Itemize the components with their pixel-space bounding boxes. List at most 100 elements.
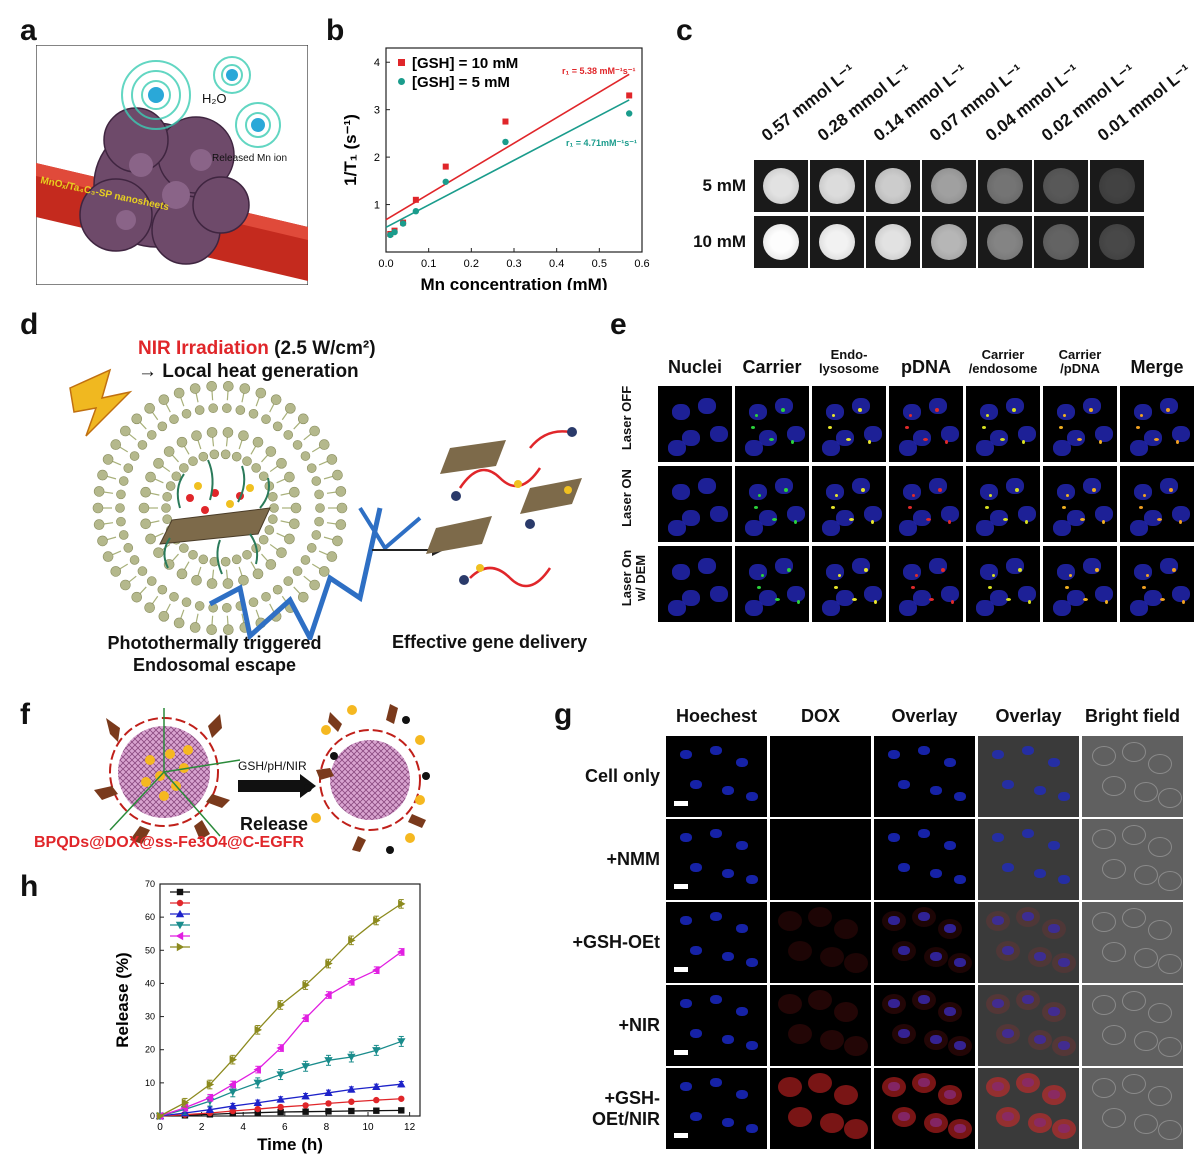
nucleus bbox=[941, 506, 959, 522]
nucleus bbox=[1160, 398, 1178, 414]
dox-signal bbox=[1016, 907, 1040, 927]
nucleus bbox=[1034, 869, 1046, 878]
dox-signal bbox=[924, 1030, 948, 1050]
nucleus bbox=[710, 586, 728, 602]
lipid-head bbox=[173, 387, 185, 399]
lipid-head bbox=[311, 476, 322, 486]
lipid-head bbox=[102, 454, 114, 465]
chart-b-ytick-label: 2 bbox=[374, 152, 380, 164]
dox-signal bbox=[820, 1030, 844, 1050]
chart-b-xtick-label: 0.1 bbox=[421, 258, 436, 270]
chart-h-point bbox=[254, 1025, 262, 1035]
chart-b-ylabel: 1/T₁ (s⁻¹) bbox=[341, 114, 360, 186]
dox-signal bbox=[938, 919, 962, 939]
dox-signal bbox=[1052, 1119, 1076, 1139]
caption-gene-delivery: Effective gene delivery bbox=[392, 632, 588, 652]
chart-h-point bbox=[373, 1107, 380, 1114]
lipid-head bbox=[162, 514, 172, 525]
phantom-signal bbox=[875, 168, 911, 204]
chart-b-point bbox=[442, 163, 449, 170]
dox-signal bbox=[996, 1024, 1020, 1044]
lipid-head bbox=[118, 476, 129, 486]
nucleus bbox=[775, 558, 793, 574]
chart-h-point bbox=[302, 980, 310, 990]
lipid-head bbox=[309, 579, 320, 591]
chart-h-point bbox=[176, 899, 184, 907]
dox-signal bbox=[912, 907, 936, 927]
signal-speck bbox=[915, 574, 918, 577]
release-label: Release bbox=[240, 814, 308, 834]
phantom-signal bbox=[987, 168, 1023, 204]
signal-speck bbox=[846, 438, 851, 441]
lipid-head bbox=[248, 597, 259, 608]
chart-h-point bbox=[398, 899, 406, 909]
nucleus bbox=[722, 869, 734, 878]
signal-speck bbox=[1012, 408, 1016, 412]
nucleus bbox=[903, 564, 921, 580]
dox-signal bbox=[1042, 1002, 1066, 1022]
panel-letter-d: d bbox=[20, 308, 39, 341]
lipid-head bbox=[165, 481, 176, 491]
lipid-head bbox=[129, 451, 140, 461]
nucleus bbox=[1144, 590, 1162, 606]
lipid-head bbox=[283, 430, 294, 440]
lipid-head bbox=[222, 602, 232, 613]
phantom-well bbox=[922, 160, 976, 212]
chart-b-legend-marker bbox=[398, 78, 405, 85]
chart-b-point bbox=[399, 220, 407, 227]
lipid-head bbox=[252, 436, 264, 448]
signal-speck bbox=[941, 568, 945, 572]
nucleus bbox=[682, 430, 700, 446]
chart-h-ytick-label: 50 bbox=[145, 945, 155, 955]
chart-b-fit-line bbox=[385, 99, 630, 229]
nucleus bbox=[1002, 780, 1014, 789]
cell-outline bbox=[1122, 825, 1146, 845]
signal-speck bbox=[769, 438, 774, 441]
nucleus bbox=[1018, 586, 1036, 602]
nucleus bbox=[1095, 426, 1113, 442]
microscopy-tile bbox=[1120, 466, 1194, 542]
nucleus bbox=[990, 590, 1008, 606]
signal-speck bbox=[1142, 586, 1146, 589]
microscopy-tile bbox=[1082, 902, 1183, 983]
chart-h-xtick-label: 0 bbox=[157, 1122, 163, 1133]
dox-signal bbox=[882, 994, 906, 1014]
nucleus bbox=[1048, 1007, 1060, 1016]
signal-speck bbox=[982, 426, 986, 429]
chart-h-point bbox=[276, 1071, 285, 1079]
nucleus bbox=[822, 520, 840, 536]
lipid-head bbox=[309, 425, 320, 437]
signal-speck bbox=[751, 426, 755, 429]
nucleus bbox=[736, 841, 748, 850]
dox-signal bbox=[882, 911, 906, 931]
chart-b-point bbox=[626, 110, 633, 117]
nucleus bbox=[690, 1029, 702, 1038]
nucleus bbox=[930, 786, 942, 795]
lipid-head bbox=[231, 554, 242, 565]
nucleus bbox=[898, 946, 910, 955]
lipid-head bbox=[146, 430, 157, 440]
col-header: DOX bbox=[800, 706, 840, 726]
nucleus bbox=[736, 758, 748, 767]
chart-h-point bbox=[302, 1108, 309, 1115]
chart-b-legend-marker bbox=[398, 59, 405, 66]
panel-g: Hoechest DOX Overlay Overlay Bright field Cel… bbox=[560, 706, 1196, 1162]
lipid-head bbox=[131, 591, 143, 603]
lipid-head bbox=[162, 491, 172, 502]
nucleus bbox=[736, 924, 748, 933]
cell-outline bbox=[1092, 829, 1116, 849]
microscopy-tile bbox=[666, 985, 767, 1066]
signal-speck bbox=[1136, 426, 1140, 429]
chart-h-point bbox=[348, 936, 356, 945]
nucleus bbox=[1067, 430, 1085, 446]
dox-signal bbox=[948, 953, 972, 973]
lipid-head bbox=[118, 530, 129, 540]
signal-speck bbox=[926, 518, 931, 521]
chart-b-r1-red: r₁ = 5.38 mM⁻¹s⁻¹ bbox=[562, 66, 636, 76]
lipid-head bbox=[137, 440, 148, 450]
cell-outline bbox=[1158, 871, 1182, 891]
signal-speck bbox=[1028, 600, 1031, 604]
dox-signal bbox=[808, 907, 832, 927]
chart-h-point bbox=[175, 909, 185, 918]
chart-h-point bbox=[180, 1103, 189, 1112]
